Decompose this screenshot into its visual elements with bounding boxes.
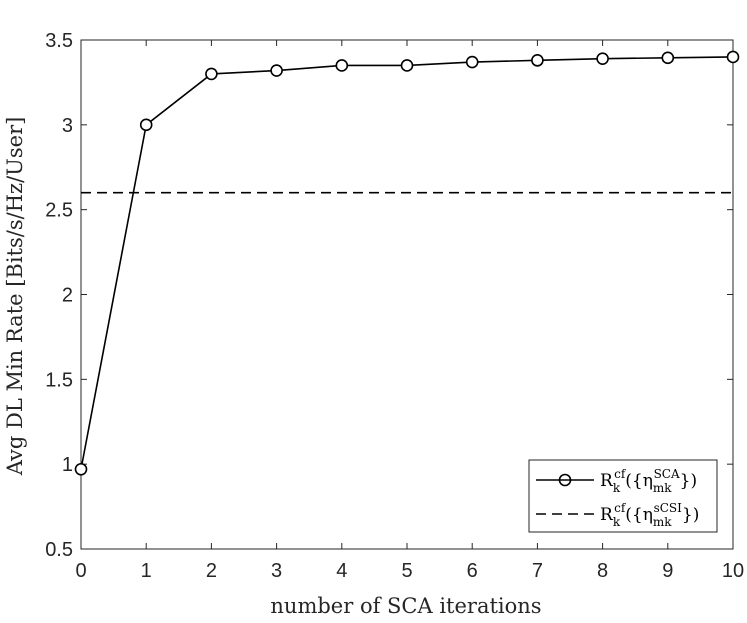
x-tick-label: 10 [722,560,744,582]
x-axis-label: number of SCA iterations [270,594,541,618]
series-layer [74,50,740,476]
legend: Rkcf({ηmkSCA}) Rkcf({ηmksCSI}) [528,459,718,533]
y-axis-label: Avg DL Min Rate [Bits/s/Hz/User] [3,117,27,477]
data-point [74,462,88,476]
y-tick-label: 3.5 [45,30,73,52]
data-point [139,118,153,132]
x-tick-label: 3 [271,560,282,582]
x-tick-label: 6 [467,560,478,582]
y-tick-label: 3 [62,115,73,137]
data-point [531,54,544,67]
y-tick-label: 1.5 [45,369,73,391]
data-point [205,67,218,81]
legend-label-sca: Rkcf({ηmkSCA}) [600,467,697,495]
x-tick-label: 1 [141,560,152,582]
data-point [400,59,414,72]
x-tick-label: 8 [597,560,608,582]
legend-box [528,459,718,533]
legend-marker-circle [558,473,572,487]
y-tick-label: 2.5 [45,200,73,222]
x-axis: 0 1 2 3 4 5 6 7 8 9 10 [75,40,744,582]
data-point [596,52,609,65]
data-point [465,55,479,69]
data-point [270,64,283,77]
x-tick-label: 2 [206,560,217,582]
x-tick-label: 0 [75,560,86,582]
data-point [661,51,675,65]
legend-entry-sca: Rkcf({ηmkSCA}) [536,467,697,495]
x-tick-label: 4 [336,560,347,582]
data-point [335,59,349,72]
x-tick-label: 7 [532,560,543,582]
x-tick-label: 5 [401,560,412,582]
x-tick-label: 9 [662,560,673,582]
y-tick-label: 2 [62,285,73,307]
data-point [726,50,740,64]
y-tick-label: 1 [62,454,73,476]
legend-label-scsi: Rkcf({ηmksCSI}) [600,501,699,529]
y-axis: 0.5 1 1.5 2 2.5 3 3.5 [45,30,733,561]
y-tick-label: 0.5 [45,539,73,561]
legend-entry-scsi: Rkcf({ηmksCSI}) [536,501,699,529]
